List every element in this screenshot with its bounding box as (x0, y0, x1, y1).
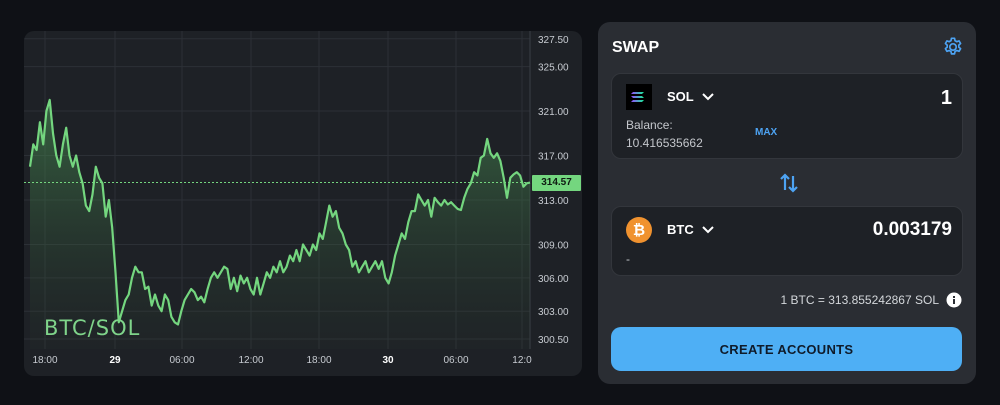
price-chart[interactable]: 327.50 325.00 321.00 317.00 313.00 309.00 306.… (24, 31, 582, 376)
from-token-symbol: SOL (667, 89, 694, 104)
max-button[interactable]: MAX (755, 127, 778, 138)
x-tick-label: 18:00 (306, 355, 331, 366)
x-tick-label: 12:00 (238, 355, 263, 366)
balance-label: Balance: (626, 118, 673, 132)
pair-label: BTC/SOL (44, 316, 141, 340)
x-tick-label: 06:00 (443, 355, 468, 366)
swap-panel: SWAP SOL 1 (598, 22, 976, 384)
exchange-rate: 1 BTC = 313.855242867 SOL (780, 293, 939, 307)
chart-area (30, 99, 530, 350)
y-tick-label: 317.00 (538, 152, 569, 163)
svg-text:₿: ₿ (633, 221, 645, 239)
y-tick-label: 303.00 (538, 307, 569, 318)
y-tick-label: 327.50 (538, 35, 569, 46)
x-tick-label: 30 (382, 355, 394, 366)
to-token-box: ₿ BTC 0.003179 - (611, 206, 963, 276)
to-token-symbol: BTC (667, 222, 694, 237)
y-tick-label: 321.00 (538, 107, 569, 118)
x-tick-label: 12:0 (512, 355, 532, 366)
x-tick-label: 18:00 (32, 355, 57, 366)
from-token-box: SOL 1 Balance: 10.416535662 MAX (611, 73, 963, 159)
x-tick-label: 29 (109, 355, 121, 366)
current-price-tag: 314.57 (532, 174, 581, 191)
y-axis: 327.50 325.00 321.00 317.00 313.00 309.00 306.… (538, 35, 569, 346)
swap-title: SWAP (612, 39, 660, 56)
sol-logo-icon (626, 84, 652, 110)
btc-logo-icon: ₿ (626, 217, 652, 243)
create-accounts-button[interactable]: CREATE ACCOUNTS (611, 327, 962, 371)
from-token-chevron-down-icon[interactable] (701, 90, 715, 102)
settings-gear-icon[interactable] (942, 36, 964, 58)
to-amount-value[interactable]: 0.003179 (872, 219, 952, 240)
swap-direction-arrows-icon[interactable] (778, 170, 800, 196)
y-tick-label: 306.00 (538, 274, 569, 285)
balance-value: 10.416535662 (626, 136, 703, 150)
y-tick-label: 313.00 (538, 196, 569, 207)
info-icon[interactable] (946, 292, 962, 308)
price-chart-panel[interactable]: 327.50 325.00 321.00 317.00 313.00 309.00 306.… (24, 31, 582, 376)
y-tick-label: 325.00 (538, 63, 569, 74)
to-token-chevron-down-icon[interactable] (701, 223, 715, 235)
chart-line (28, 98, 531, 326)
y-tick-label: 309.00 (538, 240, 569, 251)
y-tick-label: 300.50 (538, 335, 569, 346)
to-sub-value: - (626, 252, 630, 266)
x-tick-label: 06:00 (169, 355, 194, 366)
from-amount-input[interactable]: 1 (940, 87, 952, 109)
x-axis: 18:00 29 06:00 12:00 18:00 30 06:00 12:0 (32, 355, 532, 366)
